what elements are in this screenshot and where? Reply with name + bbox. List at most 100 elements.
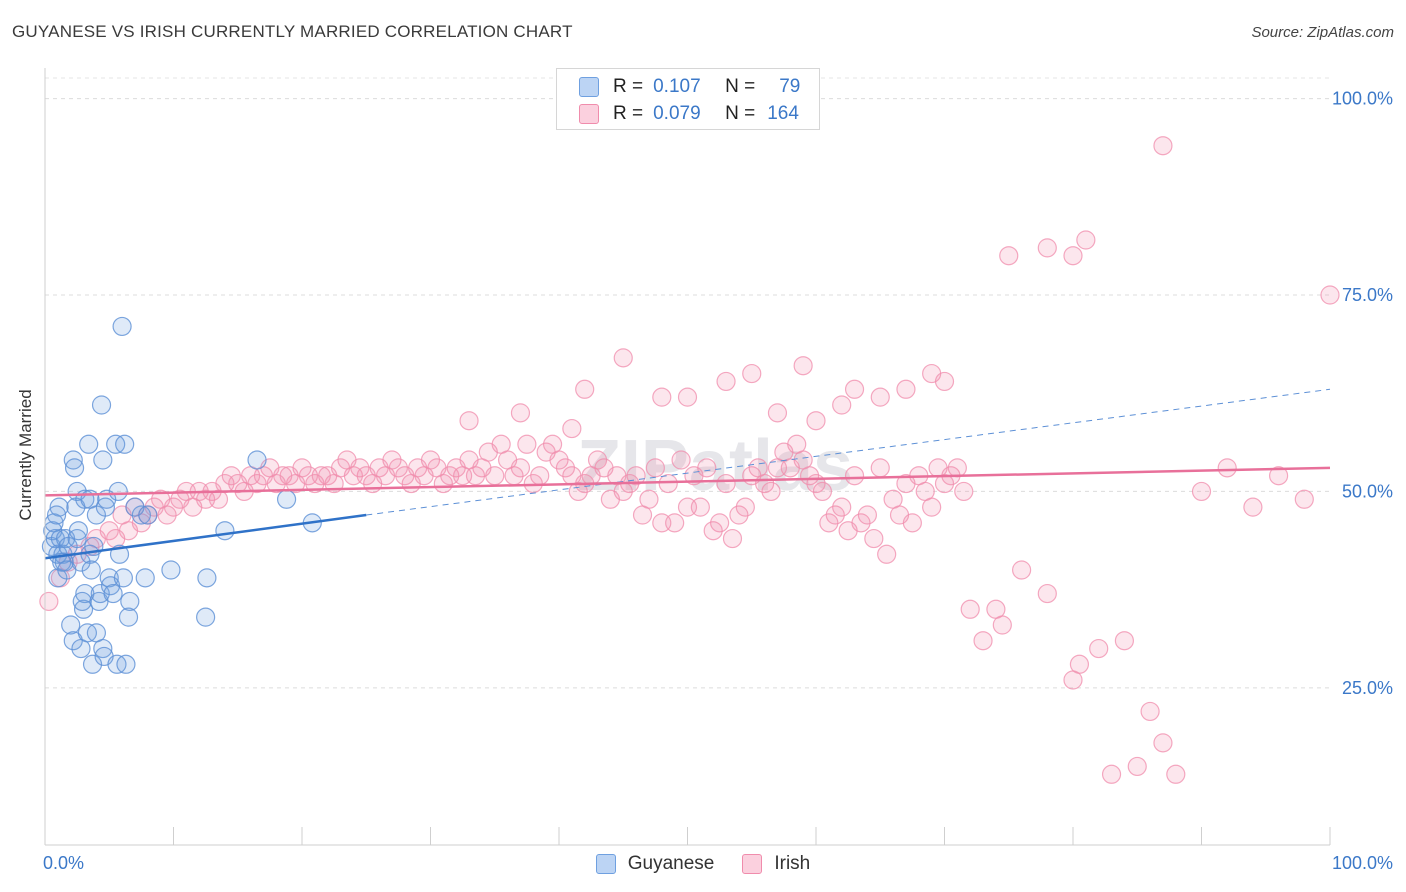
- guyanese-swatch: [579, 77, 599, 97]
- guyanese-point: [64, 458, 85, 478]
- irish-point: [517, 434, 537, 454]
- irish-point: [388, 458, 408, 478]
- irish-point: [555, 458, 576, 478]
- series-legend: Guyanese Irish: [0, 850, 1406, 878]
- irish-point: [1076, 230, 1096, 250]
- legend-label-irish: Irish: [774, 853, 811, 874]
- irish-point: [39, 591, 59, 612]
- guyanese-point: [61, 615, 81, 635]
- irish-point: [99, 521, 119, 541]
- n-value: 164: [767, 103, 799, 124]
- irish-point: [1063, 246, 1083, 266]
- irish-point: [870, 458, 890, 478]
- chart-title: GUYANESE VS IRISH CURRENTLY MARRIED CORR…: [12, 22, 573, 41]
- irish-point: [761, 481, 781, 502]
- irish-point: [157, 505, 177, 525]
- irish-point: [870, 387, 890, 407]
- guyanese-point: [115, 434, 135, 454]
- irish-point: [1011, 560, 1032, 580]
- irish-point: [163, 497, 184, 517]
- irish-point: [896, 379, 916, 399]
- irish-point: [587, 450, 608, 470]
- n-label: N =: [725, 103, 756, 124]
- guyanese-point: [276, 489, 297, 509]
- irish-point: [639, 489, 659, 509]
- irish-point: [1294, 489, 1314, 509]
- irish-point: [1089, 638, 1109, 659]
- guyanese-point: [93, 450, 113, 470]
- irish-point: [902, 513, 922, 533]
- guyanese-point: [118, 607, 139, 627]
- guyanese-point: [67, 528, 87, 549]
- n-value: 79: [779, 76, 801, 97]
- y-tick-label: 50.0%: [1342, 481, 1393, 501]
- guyanese-point: [49, 497, 69, 517]
- guyanese-point: [120, 591, 140, 612]
- irish-point: [420, 450, 441, 470]
- guyanese-point: [81, 560, 101, 580]
- axis-layer: 25.0% 50.0% 75.0% 100.0% 0.0% 100.0%: [43, 68, 1393, 873]
- guyanese-point: [116, 654, 136, 674]
- guyanese-trend-extension: [366, 388, 1331, 516]
- irish-point: [806, 411, 826, 431]
- legend-item-guyanese[interactable]: Guyanese: [595, 853, 715, 875]
- guyanese-point: [73, 599, 94, 619]
- x-tick-label: 0.0%: [43, 853, 84, 873]
- legend-item-irish[interactable]: Irish: [742, 853, 810, 875]
- guyanese-point: [108, 481, 128, 502]
- irish-point: [658, 473, 678, 494]
- guyanese-point: [79, 434, 99, 454]
- irish-point: [465, 466, 486, 486]
- irish-point: [864, 528, 884, 549]
- irish-point: [767, 403, 788, 423]
- irish-point: [690, 497, 710, 517]
- irish-swatch: [579, 104, 599, 124]
- guyanese-point: [138, 505, 158, 525]
- legend-label-guyanese: Guyanese: [627, 853, 715, 874]
- irish-point: [703, 521, 723, 541]
- guyanese-point: [131, 505, 151, 525]
- y-tick-label: 100.0%: [1332, 89, 1393, 109]
- irish-point: [1268, 466, 1289, 486]
- irish-point: [729, 505, 749, 525]
- irish-point: [934, 371, 955, 392]
- guyanese-point: [112, 316, 132, 337]
- irish-point: [350, 458, 370, 478]
- guyanese-point: [50, 528, 71, 549]
- irish-point: [665, 513, 685, 533]
- guyanese-point: [247, 450, 267, 470]
- guyanese-point: [103, 583, 123, 604]
- irish-swatch: [742, 854, 763, 874]
- irish-point: [549, 450, 569, 470]
- irish-point: [575, 379, 595, 399]
- irish-point: [960, 599, 980, 619]
- guyanese-swatch: [595, 854, 616, 874]
- irish-point: [1114, 631, 1135, 651]
- r-value: 0.079: [653, 103, 701, 124]
- irish-point: [221, 466, 241, 486]
- r-value: 0.107: [653, 76, 701, 97]
- irish-point: [459, 411, 479, 431]
- irish-point: [857, 505, 878, 525]
- x-tick-label: 100.0%: [1332, 853, 1393, 873]
- irish-point: [645, 458, 665, 478]
- guyanese-point: [161, 560, 181, 580]
- irish-point: [844, 466, 865, 486]
- irish-point: [1153, 136, 1173, 156]
- guyanese-trend-line: [44, 513, 367, 560]
- irish-point: [877, 544, 897, 564]
- points-layer: [39, 136, 1340, 784]
- guyanese-point: [113, 568, 133, 588]
- trend-layer: [44, 388, 1331, 560]
- irish-point: [1069, 654, 1090, 674]
- y-tick-label: 75.0%: [1342, 285, 1393, 305]
- guyanese-point: [135, 568, 155, 588]
- irish-point: [1127, 756, 1147, 777]
- guyanese-point: [46, 505, 67, 525]
- guyanese-point: [68, 521, 89, 541]
- irish-point: [382, 450, 402, 470]
- irish-point: [485, 466, 505, 486]
- irish-point: [1037, 238, 1057, 258]
- irish-point: [742, 363, 762, 384]
